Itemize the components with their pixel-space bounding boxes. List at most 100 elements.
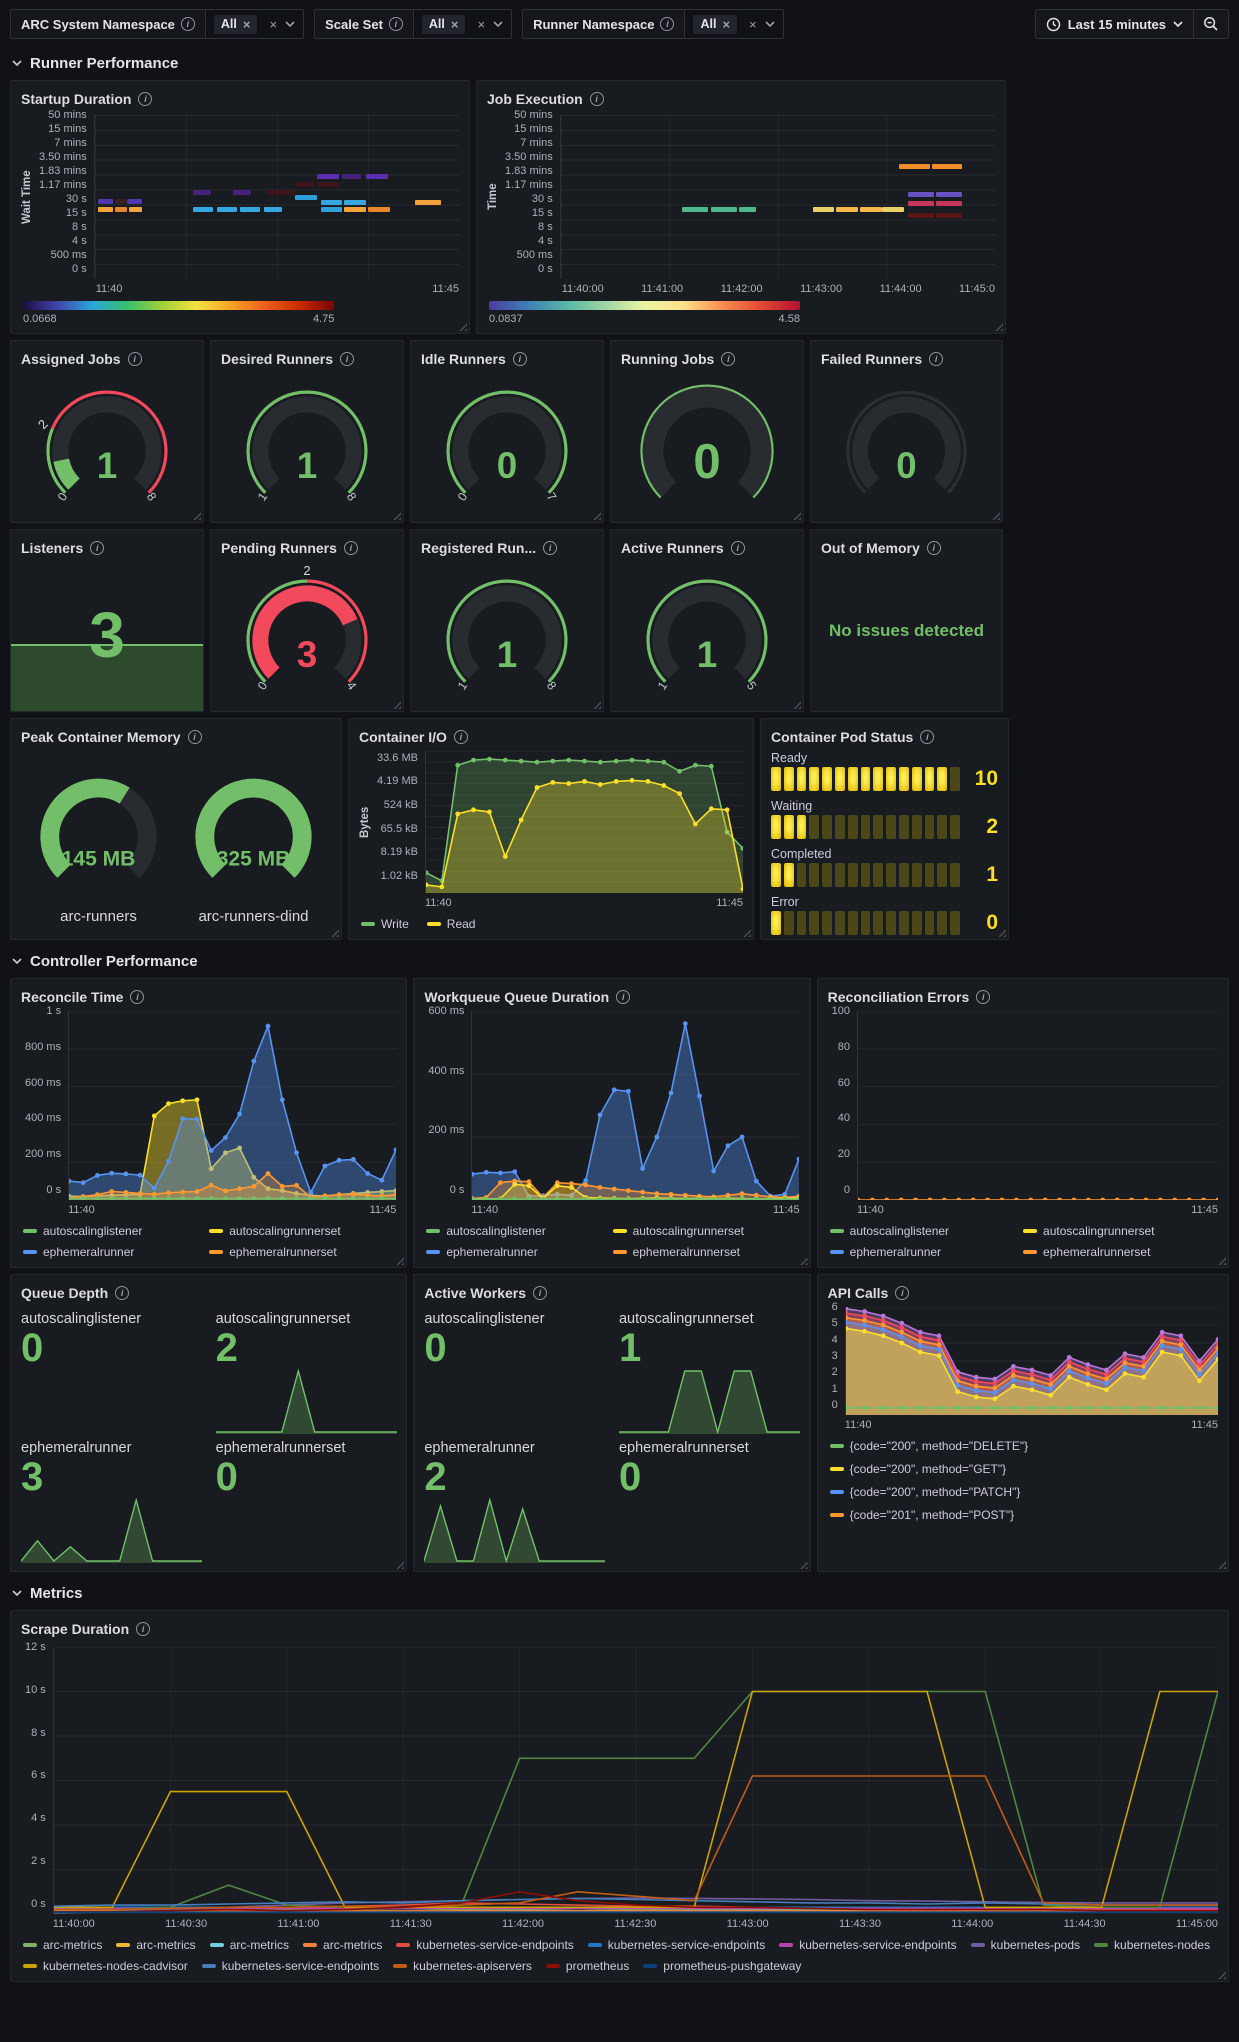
chevron-down-icon[interactable] xyxy=(285,19,295,29)
legend-item[interactable]: {code="200", method="DELETE"} xyxy=(829,1439,1028,1453)
legend-item[interactable]: Read xyxy=(426,917,475,931)
info-icon[interactable]: i xyxy=(616,990,631,1004)
info-icon[interactable]: i xyxy=(920,730,935,744)
legend-item[interactable]: arc-metrics xyxy=(23,1938,102,1952)
legend-item[interactable]: autoscalingrunnerset xyxy=(209,1224,394,1238)
info-icon[interactable]: i xyxy=(512,352,527,366)
legend-item[interactable]: ephemeralrunner xyxy=(829,1245,1005,1259)
clear-filter-icon[interactable]: × xyxy=(749,16,757,32)
workqueue-duration-chart[interactable] xyxy=(471,1011,800,1200)
info-icon[interactable]: i xyxy=(730,541,745,555)
legend-item[interactable]: {code="200", method="PATCH"} xyxy=(829,1485,1020,1499)
legend-item[interactable]: arc-metrics xyxy=(209,1938,289,1952)
legend-item[interactable]: autoscalinglistener xyxy=(426,1224,594,1238)
info-icon[interactable]: i xyxy=(926,541,941,555)
legend-item[interactable]: prometheus-pushgateway xyxy=(643,1959,801,1973)
legend-item[interactable]: autoscalingrunnerset xyxy=(1023,1224,1216,1238)
resize-handle[interactable] xyxy=(329,927,339,937)
legend-item[interactable]: kubernetes-nodes-cadvisor xyxy=(23,1959,188,1973)
panel-title[interactable]: Job Execution xyxy=(487,91,583,107)
panel-title[interactable]: Startup Duration xyxy=(21,91,132,107)
time-range-button[interactable]: Last 15 minutes xyxy=(1036,10,1194,38)
panel-title[interactable]: API Calls xyxy=(827,1285,889,1301)
container-io-chart[interactable] xyxy=(424,751,743,893)
resize-handle[interactable] xyxy=(797,1255,808,1265)
filter-value-chip[interactable]: All × xyxy=(213,14,258,34)
panel-title[interactable]: Workqueue Queue Duration xyxy=(424,989,610,1005)
panel-title[interactable]: Reconcile Time xyxy=(21,989,124,1005)
legend-item[interactable]: arc-metrics xyxy=(303,1938,382,1952)
section-metrics[interactable]: Metrics xyxy=(12,1578,1229,1608)
legend-item[interactable]: kubernetes-nodes xyxy=(1094,1938,1210,1952)
resize-handle[interactable] xyxy=(1216,1559,1226,1569)
panel-title[interactable]: Out of Memory xyxy=(821,540,920,556)
panel-title[interactable]: Assigned Jobs xyxy=(21,351,121,367)
panel-title[interactable]: Queue Depth xyxy=(21,1285,109,1301)
info-icon[interactable]: i xyxy=(90,541,105,555)
legend-item[interactable]: kubernetes-service-endpoints xyxy=(587,1938,765,1952)
info-icon[interactable]: i xyxy=(533,1286,548,1300)
clear-filter-icon[interactable]: × xyxy=(269,16,278,32)
api-calls-chart[interactable] xyxy=(844,1307,1218,1415)
info-icon[interactable]: i xyxy=(895,1286,910,1300)
info-icon[interactable]: i xyxy=(136,1622,151,1636)
legend-item[interactable]: ephemeralrunnerset xyxy=(209,1245,394,1259)
panel-title[interactable]: Active Runners xyxy=(621,540,724,556)
info-icon[interactable]: i xyxy=(187,730,202,744)
info-icon[interactable]: i xyxy=(127,352,142,366)
panel-title[interactable]: Running Jobs xyxy=(621,351,715,367)
legend-item[interactable]: kubernetes-service-endpoints xyxy=(396,1938,574,1952)
resize-handle[interactable] xyxy=(993,321,1003,331)
resize-handle[interactable] xyxy=(1216,1255,1226,1265)
info-icon[interactable]: i xyxy=(343,541,358,555)
info-icon[interactable]: i xyxy=(180,17,195,31)
legend-item[interactable]: ephemeralrunnerset xyxy=(1023,1245,1216,1259)
panel-title[interactable]: Registered Run... xyxy=(421,540,537,556)
legend-item[interactable]: ephemeralrunner xyxy=(426,1245,594,1259)
panel-title[interactable]: Active Workers xyxy=(424,1285,527,1301)
resize-handle[interactable] xyxy=(591,699,601,709)
filter-value-chip[interactable]: All × xyxy=(421,14,466,34)
startup-heatmap[interactable] xyxy=(93,115,459,279)
panel-title[interactable]: Idle Runners xyxy=(421,351,506,367)
resize-handle[interactable] xyxy=(791,510,801,520)
info-icon[interactable]: i xyxy=(589,92,604,106)
info-icon[interactable]: i xyxy=(138,92,153,106)
section-runner-performance[interactable]: Runner Performance xyxy=(12,48,1229,78)
info-icon[interactable]: i xyxy=(115,1286,130,1300)
clear-filter-icon[interactable]: × xyxy=(477,16,486,32)
resize-handle[interactable] xyxy=(1216,1969,1226,1979)
legend-item[interactable]: {code="200", method="GET"} xyxy=(829,1462,1006,1476)
scrape-duration-chart[interactable] xyxy=(52,1647,1218,1914)
legend-item[interactable]: kubernetes-service-endpoints xyxy=(779,1938,957,1952)
info-icon[interactable]: i xyxy=(721,352,736,366)
legend-item[interactable]: kubernetes-pods xyxy=(970,1938,1080,1952)
filter-value-chip[interactable]: All × xyxy=(693,14,738,34)
resize-handle[interactable] xyxy=(990,510,1000,520)
info-icon[interactable]: i xyxy=(660,17,675,31)
resize-handle[interactable] xyxy=(791,699,801,709)
legend-item[interactable]: prometheus xyxy=(545,1959,629,1973)
legend-item[interactable]: autoscalinglistener xyxy=(23,1224,191,1238)
resize-handle[interactable] xyxy=(191,510,201,520)
info-icon[interactable]: i xyxy=(976,990,991,1004)
resize-handle[interactable] xyxy=(391,699,401,709)
legend-item[interactable]: Write xyxy=(361,917,409,931)
panel-title[interactable]: Scrape Duration xyxy=(21,1621,130,1637)
resize-handle[interactable] xyxy=(457,321,467,331)
info-icon[interactable]: i xyxy=(453,730,468,744)
panel-title[interactable]: Reconciliation Errors xyxy=(827,989,970,1005)
legend-item[interactable]: arc-metrics xyxy=(116,1938,196,1952)
panel-title[interactable]: Pending Runners xyxy=(221,540,337,556)
legend-item[interactable]: autoscalingrunnerset xyxy=(612,1224,798,1238)
info-icon[interactable]: i xyxy=(929,352,944,366)
panel-title[interactable]: Desired Runners xyxy=(221,351,334,367)
panel-title[interactable]: Failed Runners xyxy=(821,351,923,367)
zoom-out-time-button[interactable] xyxy=(1194,10,1228,38)
chevron-down-icon[interactable] xyxy=(765,19,775,29)
legend-item[interactable]: kubernetes-apiservers xyxy=(393,1959,532,1973)
chevron-down-icon[interactable] xyxy=(493,19,503,29)
panel-title[interactable]: Container Pod Status xyxy=(771,729,914,745)
resize-handle[interactable] xyxy=(741,927,751,937)
legend-item[interactable]: ephemeralrunnerset xyxy=(612,1245,798,1259)
